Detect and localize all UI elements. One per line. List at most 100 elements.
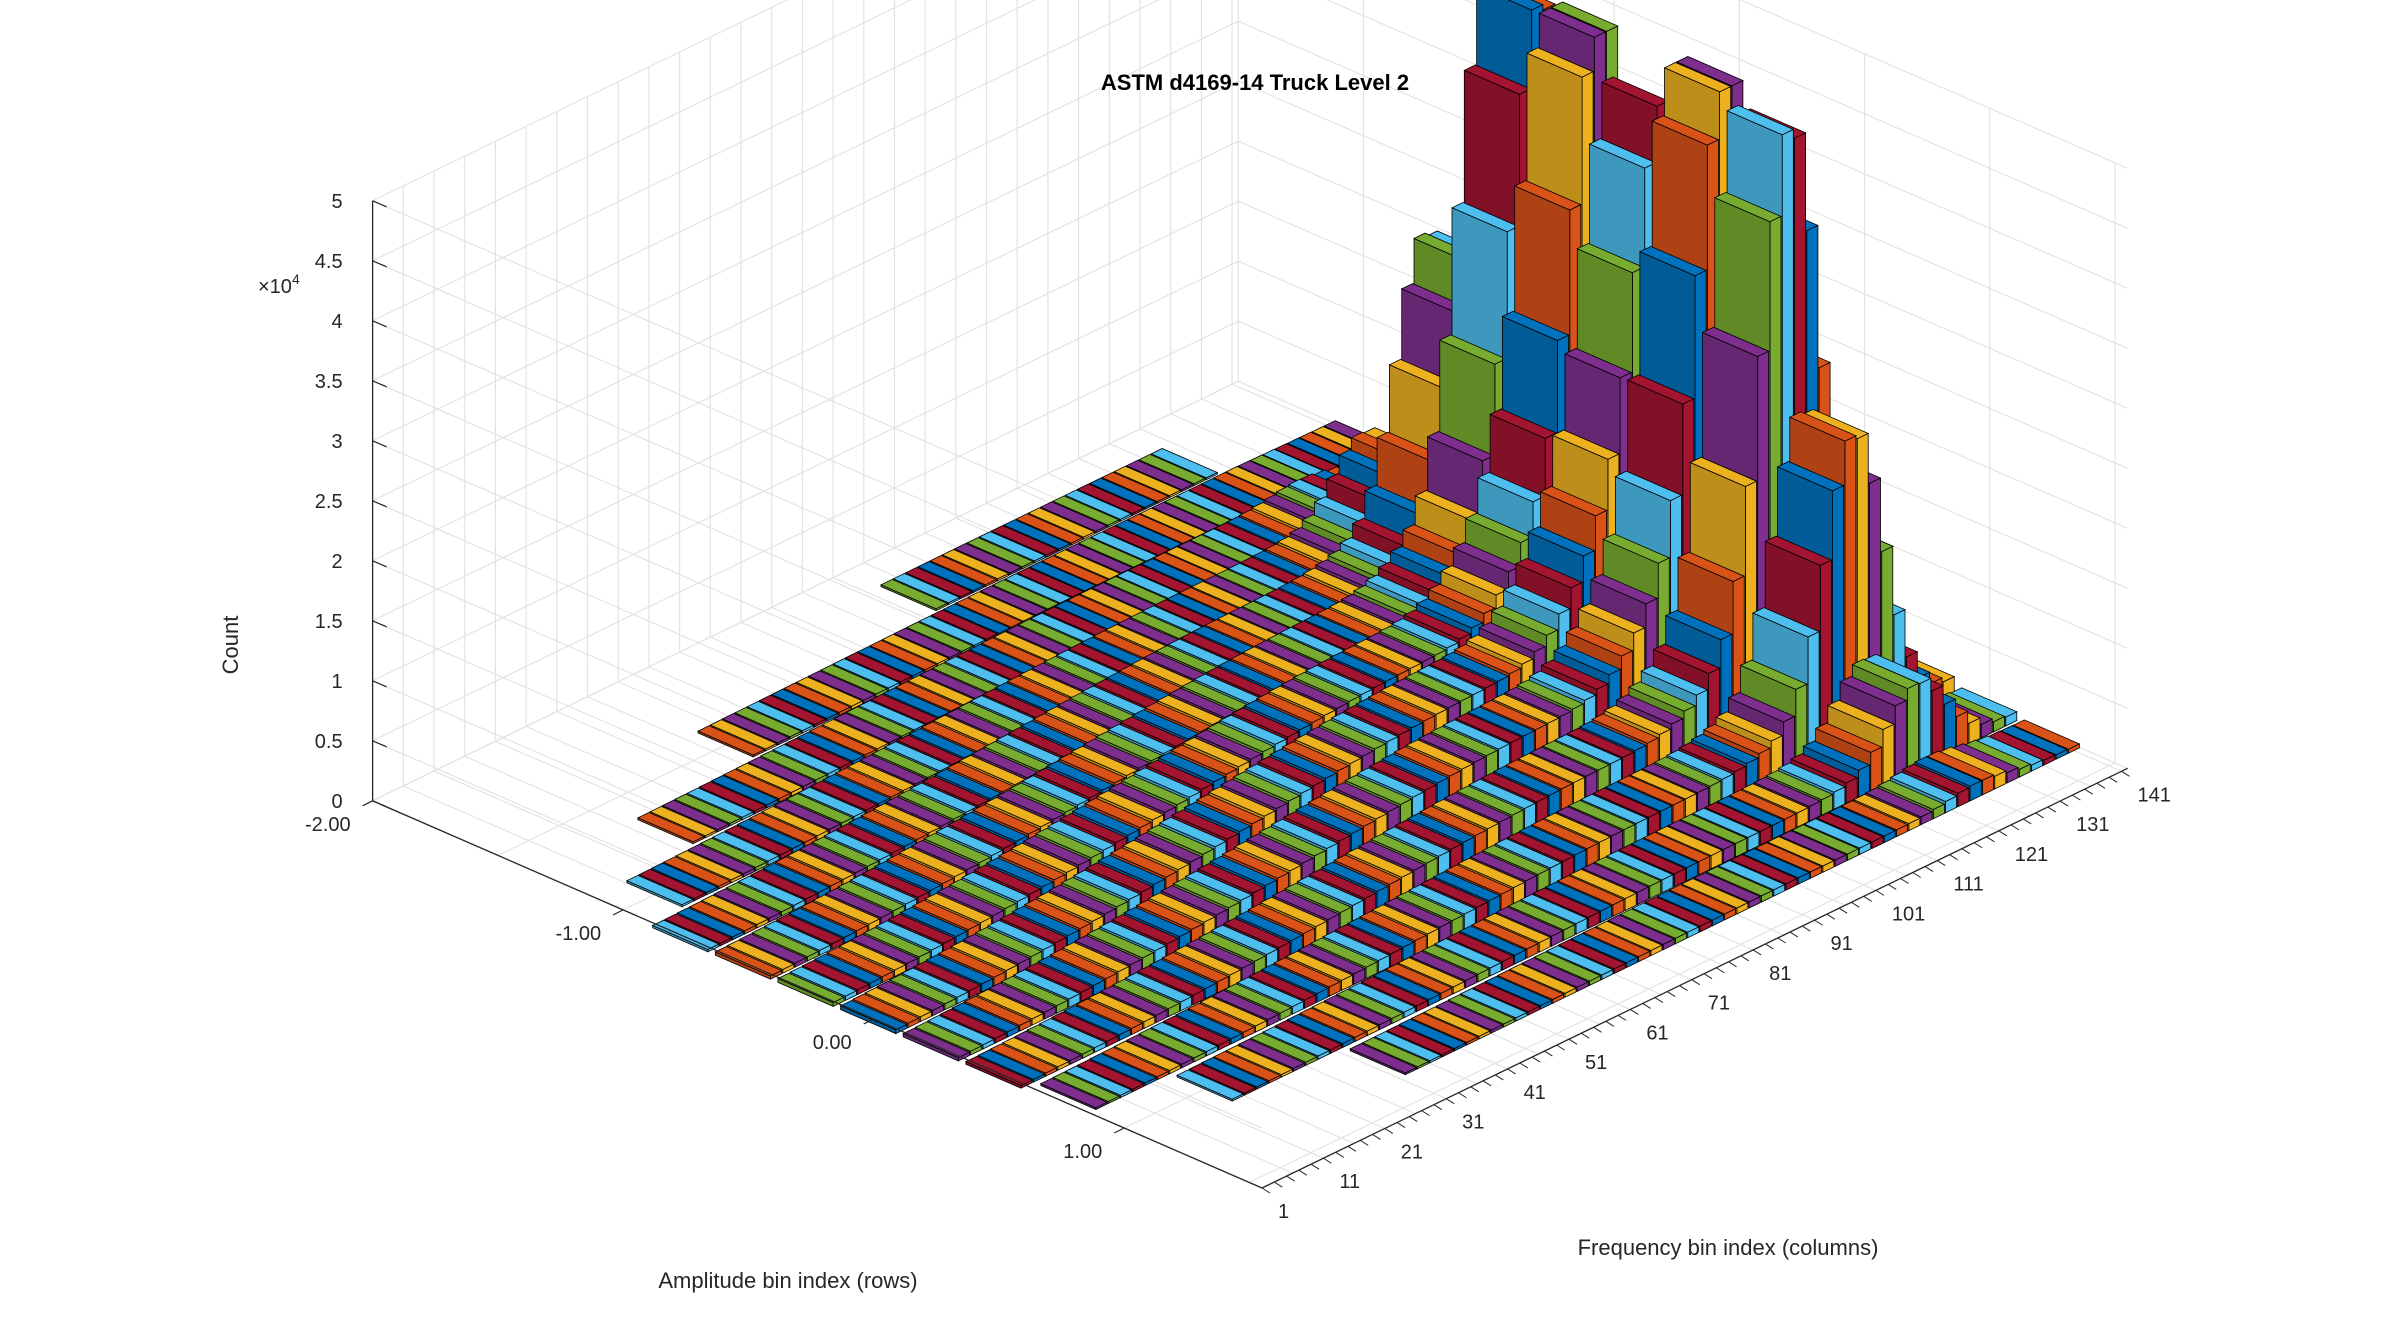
frequency-tick: [1863, 895, 1872, 902]
frequency-tick: [1298, 1169, 1308, 1176]
frequency-tick: [2121, 770, 2130, 777]
frequency-tick: [1470, 1086, 1480, 1093]
frequency-tick: [1396, 1122, 1406, 1128]
z-tick-label: 2.5: [315, 491, 343, 513]
frequency-tick: [1556, 1044, 1565, 1051]
z-tick-label: 4.5: [315, 251, 343, 273]
frequency-tick: [1826, 913, 1836, 920]
frequency-tick: [2047, 806, 2057, 813]
frequency-tick: [1875, 889, 1885, 896]
amplitude-tick: [1113, 1127, 1125, 1134]
bar: [625, 874, 695, 908]
bar: [636, 812, 706, 845]
bar: [697, 725, 766, 758]
bar: [1176, 1069, 1245, 1102]
z-tick: [372, 560, 387, 568]
amplitude-tick: [362, 800, 373, 807]
bar: [777, 972, 846, 1008]
frequency-tick: [1580, 1032, 1590, 1039]
z-tick: [372, 680, 387, 688]
bar: [902, 1027, 971, 1062]
frequency-tick: [1924, 866, 1934, 872]
frequency-tick: [1323, 1157, 1332, 1164]
frequency-tick: [1286, 1175, 1295, 1182]
frequency-tick: [1445, 1098, 1455, 1105]
z-tick-label: 0: [331, 791, 342, 813]
frequency-tick-label: 1: [1278, 1201, 1289, 1223]
frequency-tick: [1458, 1092, 1467, 1099]
frequency-tick: [2108, 776, 2118, 783]
z-gridline: [371, 0, 2128, 589]
frequency-tick: [1838, 907, 1848, 914]
frequency-tick: [1495, 1074, 1504, 1081]
axes-layer: 0 0.5 1 1.5 2 2.5 3 3.5 4 4.5 5 -2.00 -1.00 0.00 1.00 1…: [305, 191, 2171, 1223]
z-tick-label: 0.5: [315, 731, 343, 753]
z-tick: [372, 800, 387, 808]
frequency-tick: [1679, 985, 1688, 992]
z-tick: [372, 200, 387, 208]
frequency-tick-label: 21: [1401, 1141, 1423, 1163]
frequency-tick-label: 141: [2137, 784, 2170, 806]
frequency-axis-line: [1261, 767, 2128, 1189]
z-axis-label: Count: [218, 616, 243, 675]
frequency-tick: [1433, 1104, 1443, 1111]
frequency-tick-label: 131: [2076, 814, 2109, 836]
amplitude-tick-label: -1.00: [556, 923, 602, 945]
frequency-tick: [1752, 949, 1762, 956]
bar: [651, 919, 720, 953]
amplitude-gridline: [1249, 162, 2116, 1184]
z-tick: [372, 380, 387, 388]
frequency-tick: [1384, 1128, 1394, 1134]
frequency-tick: [1814, 919, 1823, 926]
z-tick: [372, 500, 387, 508]
frequency-tick: [1642, 1003, 1651, 1009]
frequency-tick: [1630, 1008, 1639, 1015]
labels-layer: ASTM d4169-14 Truck Level 2 Count Amplit…: [218, 70, 1878, 1293]
frequency-tick: [2059, 800, 2069, 807]
frequency-tick: [1347, 1145, 1357, 1152]
frequency-tick: [1998, 830, 2007, 837]
frequency-tick: [1728, 961, 1737, 968]
frequency-tick: [1949, 854, 1958, 861]
frequency-tick-label: 11: [1339, 1171, 1360, 1193]
z-tick-label: 4: [331, 311, 342, 333]
frequency-tick: [1274, 1181, 1283, 1188]
frequency-tick: [1359, 1139, 1369, 1146]
frequency-tick: [1568, 1038, 1578, 1045]
bar: [1349, 1043, 1418, 1076]
frequency-tick: [2072, 794, 2081, 801]
frequency-tick: [1654, 997, 1664, 1003]
frequency-tick: [1507, 1068, 1516, 1075]
chart-title: ASTM d4169-14 Truck Level 2: [1101, 70, 1409, 95]
frequency-tick: [2035, 812, 2044, 819]
frequency-tick: [1482, 1080, 1492, 1087]
z-tick: [372, 260, 387, 268]
frequency-tick: [1789, 931, 1799, 938]
z-tick-label: 1: [331, 671, 342, 693]
frequency-tick: [1851, 901, 1860, 908]
frequency-tick: [1703, 973, 1713, 980]
z-tick: [372, 320, 387, 328]
frequency-tick: [1961, 848, 1971, 855]
z-tick-label: 1.5: [315, 611, 343, 633]
z-tick: [372, 620, 387, 628]
frequency-tick-label: 121: [2015, 844, 2048, 866]
bar: [839, 999, 908, 1035]
z-exponent-label: ×104: [258, 271, 300, 298]
frequency-tick: [1593, 1026, 1602, 1033]
frequency-tick: [1409, 1116, 1418, 1122]
amplitude-tick: [863, 1018, 874, 1025]
frequency-tick-label: 101: [1892, 903, 1925, 925]
frequency-tick: [1372, 1134, 1381, 1140]
amplitude-axis-line: [372, 800, 1263, 1189]
grid-layer: [371, 0, 2128, 1189]
amplitude-tick: [612, 909, 624, 916]
frequency-tick: [1335, 1151, 1344, 1158]
bars-layer: [625, 0, 2081, 1111]
amplitude-tick-label: -2.00: [305, 814, 351, 836]
z-gridline: [371, 0, 2128, 649]
frequency-axis-label: Frequency bin index (columns): [1578, 1235, 1879, 1260]
frequency-tick: [1519, 1062, 1529, 1069]
frequency-tick-label: 81: [1769, 963, 1791, 985]
